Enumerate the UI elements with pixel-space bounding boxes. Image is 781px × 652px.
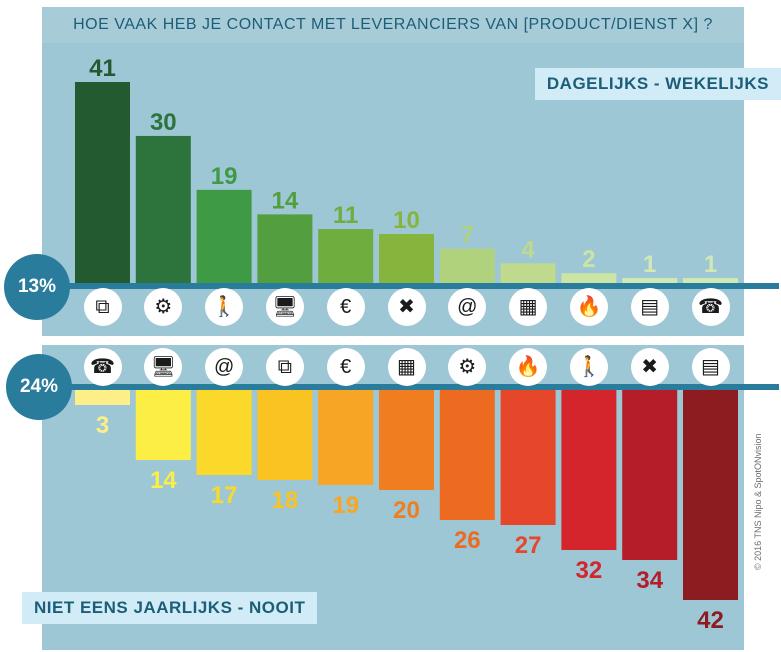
calculator-icon: ▤ [630,288,669,326]
top-bar-7 [439,248,495,283]
walking-person-icon: 🚶 [205,288,244,326]
bottom-axis-line [42,384,779,390]
bottom-series-label: NIET EENS JAARLIJKS - NOOIT [22,592,318,624]
top-bar-value-3: 19 [211,163,238,190]
bottom-bar-value-2: 14 [150,467,177,494]
bottom-bar-6 [379,390,434,490]
top-bar-value-1: 41 [89,55,116,82]
bottom-bar-value-9: 32 [576,557,603,584]
top-bar-value-7: 7 [461,222,474,249]
bottom-bar-value-6: 20 [393,497,420,524]
bottom-bar-value-7: 26 [454,527,481,554]
tools-icon: ✖ [630,348,669,386]
phone-icon: ☎ [691,288,730,326]
building-fire-icon: 🔥 [569,288,608,326]
management-icon: ⧉ [83,288,122,326]
top-bar-6 [379,233,434,283]
top-bar-11 [683,278,738,283]
bottom-bar-8 [500,390,556,525]
bottom-bar-2 [135,390,191,460]
top-bar-2 [135,135,191,283]
bottom-bar-value-3: 17 [211,482,238,509]
building-fire-icon: 🔥 [509,348,548,386]
office-person-icon: ▦ [387,348,426,386]
bottom-bar-3 [196,390,252,475]
euro-coins-icon: € [326,348,365,386]
mobile-email-icon: @ [205,348,244,386]
computer-settings-icon: ⚙ [144,288,183,326]
top-series-label: DAGELIJKS - WEKELIJKS [534,68,781,100]
top-bar-value-10: 1 [643,251,656,278]
bottom-bar-10 [622,390,678,560]
bottom-bar-value-5: 19 [332,492,359,519]
bottom-bar-value-10: 34 [636,567,663,594]
bottom-bar-11 [683,390,738,600]
bottom-percentage-badge: 24% [6,354,72,420]
top-bar-value-2: 30 [150,109,177,136]
calculator-icon: ▤ [691,348,730,386]
bottom-bar-4 [257,390,313,480]
top-axis-line [42,283,779,289]
euro-coins-icon: € [326,288,365,326]
title-bar: HOE VAAK HEB JE CONTACT MET LEVERANCIERS… [42,7,744,43]
mobile-email-icon: @ [448,288,487,326]
tools-icon: ✖ [387,288,426,326]
computer-mouse-icon: 🖥 [144,348,183,386]
computer-mouse-icon: 🖥 [265,288,304,326]
bottom-bar-value-4: 18 [272,487,299,514]
top-bar-value-11: 1 [704,251,717,278]
bottom-bar-1 [75,390,130,405]
bottom-bar-5 [318,390,374,485]
top-bar-4 [257,214,313,283]
phone-icon: ☎ [83,348,122,386]
top-bar-8 [500,263,556,283]
top-bar-10 [622,278,678,283]
top-bar-value-9: 2 [582,246,595,273]
chart-title: HOE VAAK HEB JE CONTACT MET LEVERANCIERS… [73,16,713,33]
top-bar-5 [318,229,374,283]
bottom-bar-9 [561,390,617,550]
bottom-bar-value-1: 3 [96,412,109,439]
walking-person-icon: 🚶 [569,348,608,386]
computer-settings-icon: ⚙ [448,348,487,386]
top-bar-value-6: 10 [393,207,420,234]
top-bar-1 [75,82,130,283]
top-bar-value-5: 11 [333,202,358,229]
top-bar-3 [196,189,252,283]
copyright-note: © 2016 TNS Nipo & SpotONvision [753,433,763,570]
bottom-bar-value-8: 27 [515,532,542,559]
top-bar-9 [561,273,617,283]
top-percentage-badge: 13% [4,254,70,320]
bottom-bar-7 [439,390,495,520]
top-bar-value-8: 4 [521,236,535,263]
bottom-bar-value-11: 42 [697,607,724,634]
management-icon: ⧉ [265,348,304,386]
office-person-icon: ▦ [509,288,548,326]
top-bar-value-4: 14 [272,187,299,214]
